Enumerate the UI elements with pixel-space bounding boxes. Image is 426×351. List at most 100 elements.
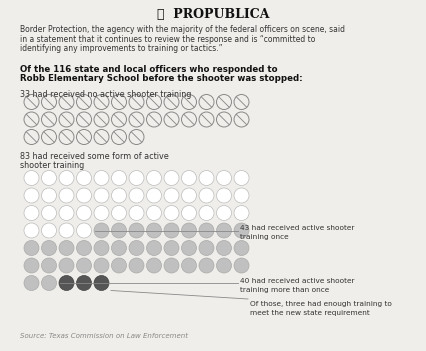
Circle shape xyxy=(77,171,92,185)
Circle shape xyxy=(24,205,39,220)
Circle shape xyxy=(59,240,74,256)
Circle shape xyxy=(24,94,39,110)
Circle shape xyxy=(59,112,74,127)
Circle shape xyxy=(94,205,109,220)
Circle shape xyxy=(129,94,144,110)
Circle shape xyxy=(164,223,179,238)
Circle shape xyxy=(94,94,109,110)
Circle shape xyxy=(24,240,39,256)
Circle shape xyxy=(181,258,196,273)
Circle shape xyxy=(147,223,161,238)
Circle shape xyxy=(199,223,214,238)
Circle shape xyxy=(112,205,127,220)
Circle shape xyxy=(147,240,161,256)
Circle shape xyxy=(77,258,92,273)
Circle shape xyxy=(24,188,39,203)
Circle shape xyxy=(112,171,127,185)
Circle shape xyxy=(181,94,196,110)
Circle shape xyxy=(59,223,74,238)
Circle shape xyxy=(181,205,196,220)
Text: meet the new state requirement: meet the new state requirement xyxy=(250,310,370,316)
Circle shape xyxy=(94,171,109,185)
Circle shape xyxy=(234,94,249,110)
Circle shape xyxy=(41,258,57,273)
Circle shape xyxy=(94,188,109,203)
Text: Border Protection, the agency with the majority of the federal officers on scene: Border Protection, the agency with the m… xyxy=(20,25,345,34)
Circle shape xyxy=(24,223,39,238)
Circle shape xyxy=(181,223,196,238)
Circle shape xyxy=(129,258,144,273)
Circle shape xyxy=(94,130,109,145)
Circle shape xyxy=(59,205,74,220)
Circle shape xyxy=(147,94,161,110)
Circle shape xyxy=(77,112,92,127)
Circle shape xyxy=(129,188,144,203)
Circle shape xyxy=(199,112,214,127)
Circle shape xyxy=(41,205,57,220)
Circle shape xyxy=(234,240,249,256)
Circle shape xyxy=(216,205,231,220)
Circle shape xyxy=(41,94,57,110)
Text: 40 had received active shooter: 40 had received active shooter xyxy=(240,278,354,284)
Text: 83 had received some form of active: 83 had received some form of active xyxy=(20,152,169,161)
Circle shape xyxy=(216,94,231,110)
Circle shape xyxy=(181,240,196,256)
Circle shape xyxy=(216,240,231,256)
Circle shape xyxy=(164,205,179,220)
Text: training more than once: training more than once xyxy=(240,287,329,293)
Circle shape xyxy=(41,188,57,203)
Circle shape xyxy=(147,188,161,203)
Circle shape xyxy=(77,205,92,220)
Circle shape xyxy=(164,188,179,203)
Circle shape xyxy=(164,258,179,273)
Circle shape xyxy=(129,205,144,220)
Circle shape xyxy=(147,171,161,185)
Circle shape xyxy=(112,112,127,127)
Text: Robb Elementary School before the shooter was stopped:: Robb Elementary School before the shoote… xyxy=(20,74,302,83)
Circle shape xyxy=(94,258,109,273)
Text: shooter training: shooter training xyxy=(20,161,84,170)
Circle shape xyxy=(199,258,214,273)
Circle shape xyxy=(147,205,161,220)
Circle shape xyxy=(41,240,57,256)
Circle shape xyxy=(112,94,127,110)
Circle shape xyxy=(164,94,179,110)
Circle shape xyxy=(24,171,39,185)
Circle shape xyxy=(77,130,92,145)
Circle shape xyxy=(24,130,39,145)
Circle shape xyxy=(94,240,109,256)
Circle shape xyxy=(24,276,39,291)
Text: 33 had received no active shooter training: 33 had received no active shooter traini… xyxy=(20,90,191,99)
Circle shape xyxy=(59,130,74,145)
Text: Of the 116 state and local officers who responded to: Of the 116 state and local officers who … xyxy=(20,65,278,74)
Circle shape xyxy=(234,258,249,273)
Circle shape xyxy=(77,223,92,238)
Circle shape xyxy=(41,112,57,127)
Text: Source: Texas Commission on Law Enforcement: Source: Texas Commission on Law Enforcem… xyxy=(20,333,188,339)
Circle shape xyxy=(216,258,231,273)
Circle shape xyxy=(77,94,92,110)
Circle shape xyxy=(94,276,109,291)
Circle shape xyxy=(234,171,249,185)
Circle shape xyxy=(129,171,144,185)
Circle shape xyxy=(216,112,231,127)
Circle shape xyxy=(234,223,249,238)
Circle shape xyxy=(77,188,92,203)
Circle shape xyxy=(129,240,144,256)
Circle shape xyxy=(181,188,196,203)
Text: in a statement that it continues to review the response and is “committed to: in a statement that it continues to revi… xyxy=(20,34,315,44)
Circle shape xyxy=(59,188,74,203)
Circle shape xyxy=(216,188,231,203)
Circle shape xyxy=(112,258,127,273)
Circle shape xyxy=(199,171,214,185)
Circle shape xyxy=(94,112,109,127)
Circle shape xyxy=(59,276,74,291)
Circle shape xyxy=(112,240,127,256)
Circle shape xyxy=(59,94,74,110)
Circle shape xyxy=(164,171,179,185)
Circle shape xyxy=(94,223,109,238)
Text: 43 had received active shooter: 43 had received active shooter xyxy=(240,225,354,232)
Circle shape xyxy=(199,188,214,203)
Circle shape xyxy=(112,130,127,145)
Circle shape xyxy=(181,112,196,127)
